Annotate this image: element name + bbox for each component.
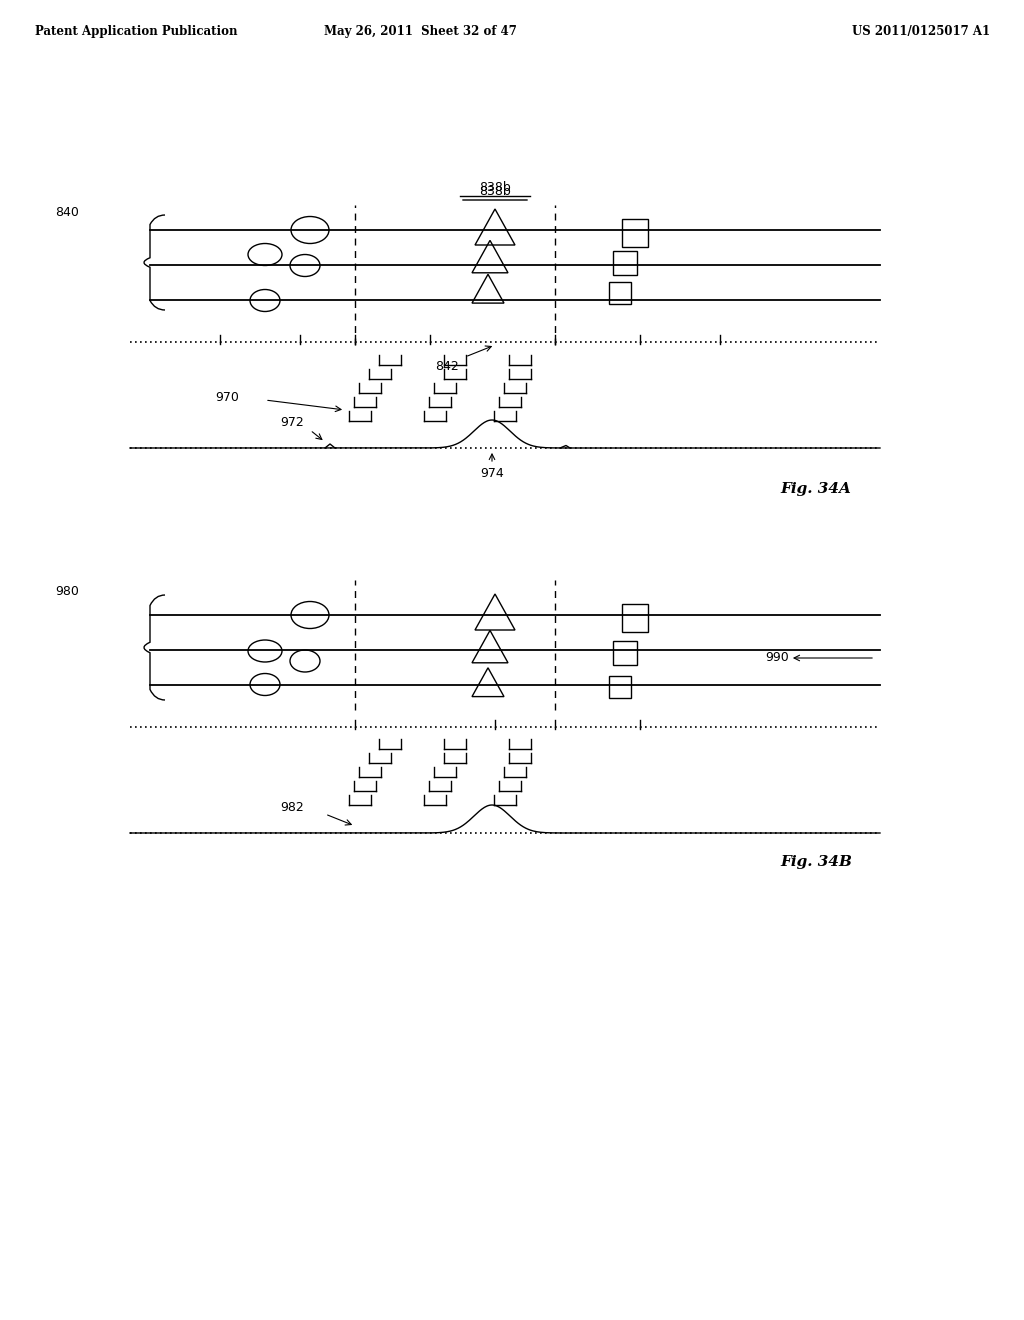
Text: Patent Application Publication: Patent Application Publication (35, 25, 238, 38)
Text: 842: 842 (435, 360, 459, 374)
Text: 838b: 838b (479, 181, 511, 194)
Text: Fig. 34B: Fig. 34B (780, 855, 852, 869)
Text: Fig. 34A: Fig. 34A (780, 482, 851, 496)
Text: 970: 970 (215, 392, 239, 404)
Text: 838b: 838b (479, 185, 511, 198)
Text: 980: 980 (55, 586, 79, 598)
Text: US 2011/0125017 A1: US 2011/0125017 A1 (852, 25, 990, 38)
Text: 972: 972 (280, 417, 304, 429)
Text: May 26, 2011  Sheet 32 of 47: May 26, 2011 Sheet 32 of 47 (324, 25, 516, 38)
Text: 990: 990 (765, 652, 788, 664)
Text: 982: 982 (280, 801, 304, 814)
Text: 840: 840 (55, 206, 79, 219)
Text: 974: 974 (480, 467, 504, 480)
